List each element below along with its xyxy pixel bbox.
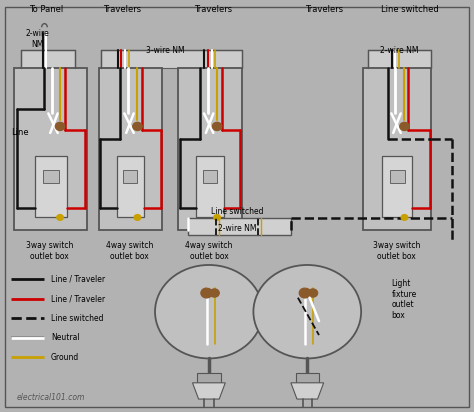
Circle shape xyxy=(133,122,142,131)
Text: 3way switch
outlet box: 3way switch outlet box xyxy=(26,241,73,261)
Circle shape xyxy=(308,289,318,297)
Circle shape xyxy=(134,215,141,220)
Bar xyxy=(35,156,67,218)
Circle shape xyxy=(254,265,361,358)
Text: Line / Traveler: Line / Traveler xyxy=(51,275,105,284)
Polygon shape xyxy=(192,383,225,399)
Bar xyxy=(364,68,431,230)
Text: 2-wire NM: 2-wire NM xyxy=(380,46,419,54)
Polygon shape xyxy=(20,49,75,68)
Text: Line / Traveler: Line / Traveler xyxy=(51,294,105,303)
Bar xyxy=(203,170,217,183)
Bar xyxy=(99,68,162,230)
Text: 2-wire NM: 2-wire NM xyxy=(218,225,256,233)
Circle shape xyxy=(155,265,263,358)
Bar xyxy=(383,156,412,218)
Circle shape xyxy=(401,215,408,220)
Text: 4way switch
outlet box: 4way switch outlet box xyxy=(185,241,233,261)
Bar xyxy=(188,218,291,234)
Circle shape xyxy=(57,215,64,220)
Bar xyxy=(296,372,319,383)
Bar xyxy=(123,170,137,183)
Text: Travelers: Travelers xyxy=(305,5,343,14)
Circle shape xyxy=(299,288,310,298)
Circle shape xyxy=(201,288,212,298)
Text: 3-wire NM: 3-wire NM xyxy=(146,46,185,54)
Text: 2-wire
NM: 2-wire NM xyxy=(25,29,49,49)
Circle shape xyxy=(214,215,220,220)
Text: Line switched: Line switched xyxy=(51,314,103,323)
Text: To Panel: To Panel xyxy=(29,5,63,14)
Polygon shape xyxy=(101,49,242,68)
Text: electrical101.com: electrical101.com xyxy=(17,393,85,402)
Bar xyxy=(43,170,59,183)
Text: Ground: Ground xyxy=(51,353,79,362)
Bar xyxy=(390,170,405,183)
Text: Line: Line xyxy=(11,129,29,138)
Circle shape xyxy=(210,289,219,297)
Text: Travelers: Travelers xyxy=(103,5,141,14)
Text: Travelers: Travelers xyxy=(194,5,233,14)
Circle shape xyxy=(212,122,222,131)
Text: 4way switch
outlet box: 4way switch outlet box xyxy=(106,241,153,261)
Text: 3way switch
outlet box: 3way switch outlet box xyxy=(373,241,420,261)
Circle shape xyxy=(400,122,409,131)
Circle shape xyxy=(55,122,65,131)
Bar xyxy=(196,156,224,218)
Text: Line switched: Line switched xyxy=(211,207,263,216)
Polygon shape xyxy=(291,383,324,399)
Text: Light
fixture
outlet
box: Light fixture outlet box xyxy=(392,279,417,320)
Bar xyxy=(178,68,242,230)
Bar xyxy=(15,68,87,230)
Text: Line switched: Line switched xyxy=(382,5,439,14)
Polygon shape xyxy=(368,49,431,68)
Bar xyxy=(197,372,220,383)
Text: Neutral: Neutral xyxy=(51,333,80,342)
Bar xyxy=(117,156,145,218)
